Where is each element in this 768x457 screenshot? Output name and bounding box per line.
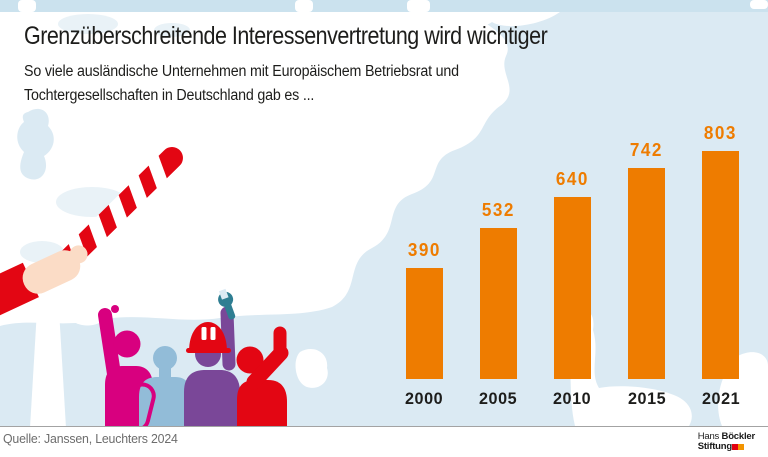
worker-purple [184,288,240,428]
bar-year-label: 2021 [701,389,741,408]
bar-year-label: 2010 [553,389,592,408]
subtitle-line-1: So viele ausländische Unternehmen mit Eu… [24,63,459,80]
footer-bar: Quelle: Janssen, Leuchters 2024 Hans Böc… [0,426,768,457]
head [236,346,264,374]
arm [220,306,236,371]
hard-hat-brim [186,348,231,353]
bar [628,168,666,379]
chart-header: Grenzüberschreitende Interessenvertretun… [24,22,632,108]
bar-column: 390 2000 [387,118,461,408]
map-britain [17,108,54,180]
forearm [22,250,81,294]
bar-chart: 390 2000 532 2005 640 2010 742 2015 803 2021 [387,118,758,408]
bar [554,197,591,379]
bar-column: 640 2010 [535,118,609,408]
hard-hat-slit [201,327,207,340]
thumb [111,305,119,313]
source-note: Quelle: Janssen, Leuchters 2024 [3,431,178,446]
thumb [69,245,88,264]
bar-value-label: 742 [630,140,664,160]
subtitle-line-2: Tochtergesellschaften in Deutschland gab… [24,87,315,104]
hard-hat-icon [189,322,227,352]
bar [479,228,517,379]
bar-value-label: 390 [407,240,441,260]
bar-value-label: 640 [555,169,590,189]
wrench-icon [218,288,236,320]
bar-column: 532 2005 [461,118,535,408]
hard-hat-slit [210,327,216,340]
map-top-band [0,0,768,12]
workers-illustration [98,288,289,432]
subtitle: So viele ausländische Unternehmen mit Eu… [24,60,632,108]
hans-boeckler-stiftung-logo: Hans Böckler Stiftung [698,432,755,452]
head [153,346,177,370]
logo-red-block [731,443,738,450]
body [184,370,240,428]
barrier-post [30,276,66,428]
bar-year-label: 2000 [404,389,444,408]
hand-lifting-barrier-icon [0,245,88,337]
sleeve [0,262,39,337]
bar-column: 742 2015 [610,118,684,408]
bar-year-label: 2005 [479,389,518,408]
logo-orange-block [737,443,744,450]
worker-red [236,326,289,428]
arm [98,308,121,381]
head [113,330,141,358]
map-top-band-gaps [18,0,768,12]
bar-value-label: 532 [481,200,515,220]
map-sea-cutouts [59,12,768,426]
body [237,380,287,428]
page-title: Grenzüberschreitende Interessenvertretun… [24,22,548,50]
bar-value-label: 803 [704,123,738,143]
bar [702,151,740,379]
logo-line-2: Stiftung [698,442,755,452]
logo-line-1: Hans Böckler [697,431,755,442]
map-pale-patches [20,14,190,263]
bar-year-label: 2015 [627,389,666,408]
bar [405,268,443,379]
bar-column: 803 2021 [684,118,758,408]
